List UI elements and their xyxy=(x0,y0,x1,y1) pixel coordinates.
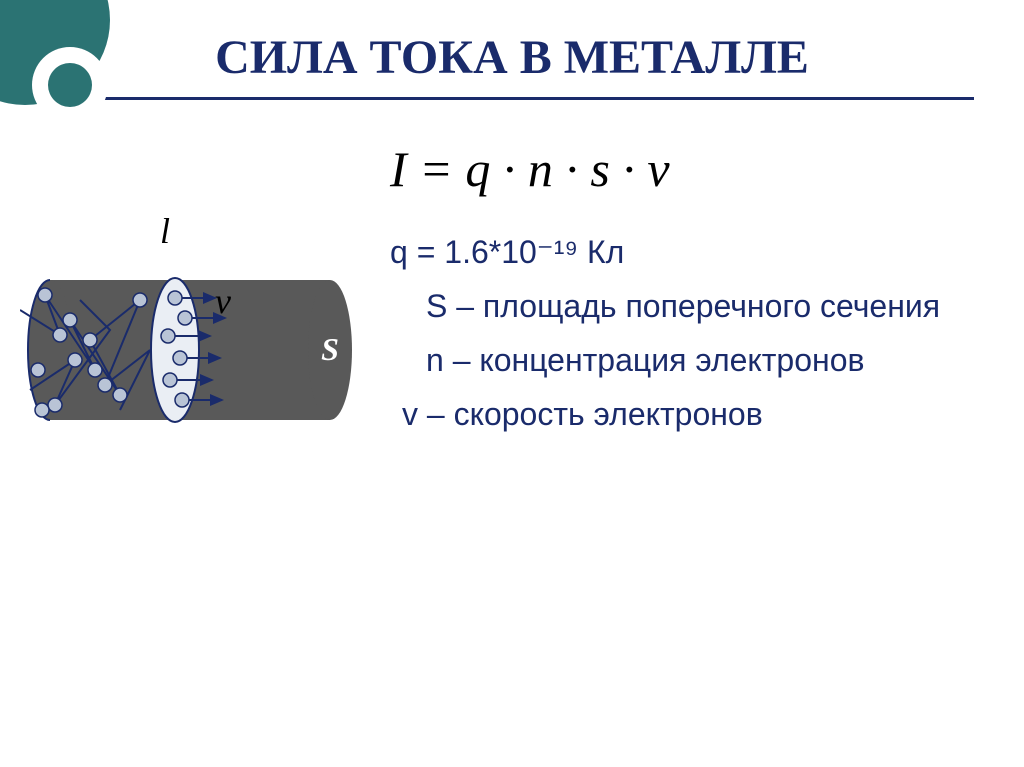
diagram-column: l v xyxy=(20,120,380,444)
text-column: I = q · n · s · v q = 1.6*10⁻¹⁹ Кл S – п… xyxy=(380,120,1004,444)
corner-svg xyxy=(0,0,150,120)
corner-decoration xyxy=(0,0,150,120)
legend-n: n – концентрация электронов xyxy=(390,336,1004,384)
legend-q: q = 1.6*10⁻¹⁹ Кл xyxy=(390,228,1004,276)
main-formula: I = q · n · s · v xyxy=(390,140,1004,198)
main-content: l v xyxy=(0,120,1024,444)
legend-s: S – площадь поперечного сечения xyxy=(390,282,1004,330)
label-s: S xyxy=(321,331,339,367)
label-v: v xyxy=(215,280,231,322)
legend-v: v – скорость электронов xyxy=(390,390,1004,438)
page-title: СИЛА ТОКА В МЕТАЛЛЕ xyxy=(50,0,974,100)
cylinder-diagram: l v xyxy=(20,210,360,440)
cylinder-svg: S xyxy=(20,240,360,450)
legend-block: q = 1.6*10⁻¹⁹ Кл S – площадь поперечного… xyxy=(390,228,1004,438)
